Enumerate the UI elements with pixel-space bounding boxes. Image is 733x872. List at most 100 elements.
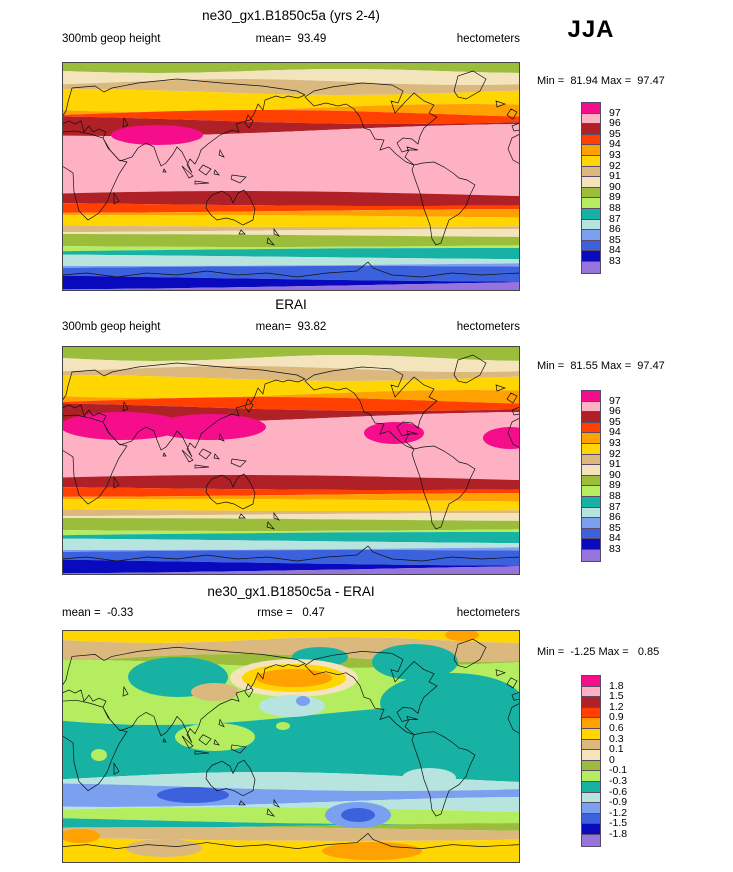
contour-band [62, 89, 520, 112]
panel-title-obs: ERAI [275, 297, 307, 312]
panel-subtitle-row-model: 300mb geop height mean= 93.49 hectometer… [62, 33, 520, 47]
contour-band [62, 110, 520, 124]
colorbar-label: 94 [609, 426, 621, 439]
contour-blob [111, 125, 203, 145]
colorbar-label: 85 [609, 233, 621, 246]
contour-blob [341, 808, 375, 822]
contour-map-diff [62, 630, 520, 863]
contour-band [62, 529, 520, 536]
map-border [62, 630, 520, 863]
colorbar-label: -0.1 [609, 764, 628, 777]
units-label: hectometers [456, 607, 520, 619]
contour-blob [380, 673, 520, 733]
colorbar-label: 86 [609, 223, 621, 236]
contour-fill-layer [62, 346, 520, 575]
colorbar-label: 89 [609, 191, 621, 204]
colorbar-swatch [581, 834, 601, 847]
colorbar-label: -0.6 [609, 785, 628, 798]
colorbar-label: 83 [609, 543, 621, 555]
colorbar-label: 84 [609, 244, 621, 257]
panel-title-diff: ne30_gx1.B1850c5a - ERAI [207, 584, 375, 599]
colorbar-label: 95 [609, 415, 621, 428]
contour-band [62, 375, 520, 398]
rmse-stat: rmse = 0.47 [257, 607, 325, 619]
contour-map-obs [62, 346, 520, 575]
contour-blob [296, 696, 310, 706]
mean-stat: mean= 93.82 [255, 321, 327, 333]
contour-band [62, 630, 520, 643]
colorbar-label: -1.8 [609, 828, 628, 840]
colorbar-label: -0.3 [609, 775, 628, 787]
contour-band [62, 499, 520, 511]
minmax-stat-model: Min = 81.94 Max = 97.47 [537, 75, 665, 87]
panel-subtitle-row-diff: mean = -0.33 rmse = 0.47 hectometers [62, 607, 520, 621]
colorbar-model: 97 96 95 94 93 92 91 90 89 88 87 86 85 84 83 [581, 102, 651, 290]
contour-band [62, 229, 520, 237]
contour-band [62, 69, 520, 85]
contour-band [62, 263, 520, 268]
colorbar-label: 0.3 [609, 732, 624, 745]
contour-fill-layer [62, 62, 520, 291]
panel-title-model: ne30_gx1.B1850c5a (yrs 2-4) [202, 8, 380, 23]
units-label: hectometers [456, 321, 520, 333]
contour-band [62, 62, 520, 73]
contour-blob [126, 839, 202, 857]
contour-blob [445, 630, 479, 641]
contour-band [62, 818, 520, 829]
contour-band [62, 104, 520, 117]
map-border [62, 62, 520, 291]
colorbar-label: -1.2 [609, 806, 628, 819]
contour-blob [157, 787, 229, 803]
contour-band [62, 366, 520, 381]
colorbar-label: 91 [609, 170, 621, 183]
colorbar-label: 86 [609, 511, 621, 524]
map-border [62, 346, 520, 575]
mean-stat: mean= 93.49 [255, 33, 327, 45]
coastlines [62, 70, 520, 278]
colorbar-label: 84 [609, 532, 621, 545]
coastlines [62, 638, 520, 850]
colorbar-label: 1.5 [609, 690, 624, 703]
units-label: hectometers [456, 33, 520, 45]
colorbar-label: 97 [609, 394, 621, 407]
colorbar-label: 90 [609, 180, 621, 193]
contour-band [62, 245, 520, 252]
contour-band [62, 823, 520, 831]
contour-blob [322, 842, 422, 860]
contour-band [62, 487, 520, 497]
contour-blob [154, 414, 266, 440]
contour-band [62, 203, 520, 213]
colorbar-swatch [581, 261, 601, 274]
colorbar-obs: 97 96 95 94 93 92 91 90 89 88 87 86 85 84 83 [581, 390, 651, 578]
season-label: JJA [567, 16, 615, 43]
contour-band [62, 390, 520, 404]
colorbar-label: 92 [609, 447, 621, 460]
contour-blob [364, 422, 424, 444]
contour-band [62, 559, 520, 574]
contour-blob [259, 695, 325, 717]
contour-band [62, 532, 520, 544]
contour-band [62, 355, 520, 372]
contour-band [62, 509, 520, 517]
contour-blob [294, 813, 322, 823]
field-label: 300mb geop height [62, 33, 161, 45]
contour-blob [256, 669, 332, 687]
colorbar-swatch [581, 549, 601, 562]
colorbar-label: 85 [609, 521, 621, 534]
colorbar-label: 83 [609, 255, 621, 267]
colorbar-label: 0 [609, 753, 615, 766]
contour-band [62, 346, 520, 361]
contour-blob [191, 683, 239, 701]
contour-band [62, 797, 520, 813]
contour-blob [276, 722, 290, 730]
colorbar-label: 96 [609, 405, 621, 418]
contour-band [62, 513, 520, 521]
colorbar-label: 96 [609, 117, 621, 130]
colorbar-label: -1.5 [609, 817, 628, 830]
colorbar-label: -0.9 [609, 796, 628, 809]
contour-blob [62, 829, 100, 843]
colorbar-label: 94 [609, 138, 621, 151]
colorbar-label: 0.9 [609, 711, 624, 724]
contour-band [62, 807, 520, 824]
